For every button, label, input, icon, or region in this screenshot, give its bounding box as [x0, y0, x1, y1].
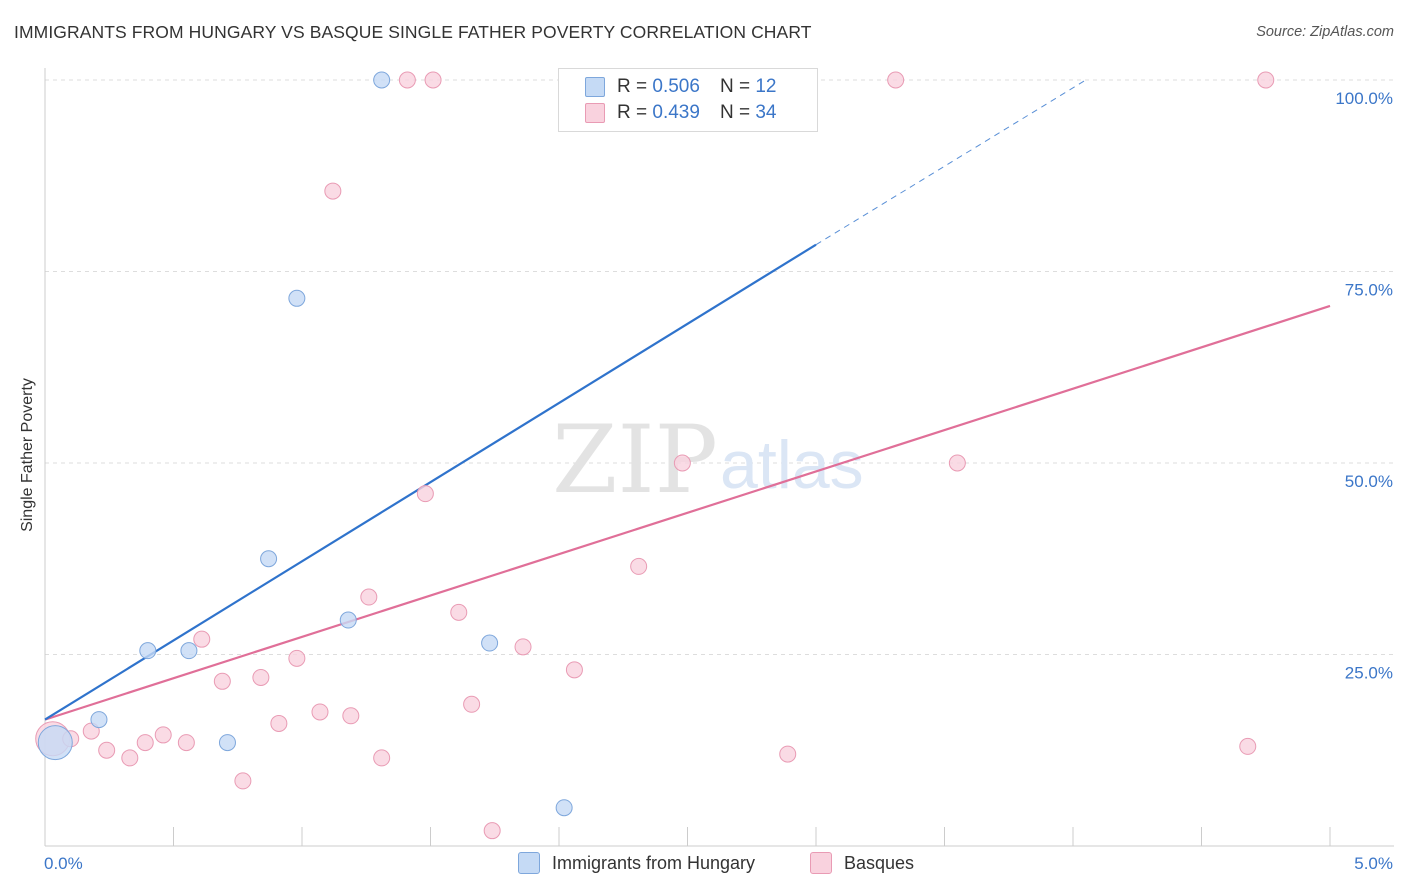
- trend-line-hungary-extension: [815, 79, 1087, 246]
- legend-row-hungary: R = 0.506 N = 12: [585, 75, 776, 99]
- trend-lines: [44, 79, 1331, 721]
- chart-title: IMMIGRANTS FROM HUNGARY VS BASQUE SINGLE…: [14, 22, 812, 42]
- point-hungary: [373, 71, 391, 89]
- point-basque: [177, 734, 195, 752]
- point-hungary: [139, 642, 157, 660]
- point-hungary: [180, 642, 198, 660]
- legend-r-value-basques: 0.439: [652, 102, 700, 123]
- legend-r-label: R =: [617, 76, 648, 97]
- point-hungary: [37, 725, 73, 761]
- legend-r-label: R =: [617, 102, 648, 123]
- watermark: ZIP atlas: [552, 406, 863, 515]
- point-basque: [630, 557, 648, 575]
- point-basque: [514, 638, 532, 656]
- point-basque: [234, 772, 252, 790]
- bottom-legend-swatch-hungary: [518, 852, 540, 874]
- point-hungary: [218, 734, 236, 752]
- legend-n-label: N =: [719, 102, 751, 123]
- point-basque: [360, 588, 378, 606]
- y-tick-label: 75.0%: [1345, 281, 1393, 300]
- point-hungary: [288, 289, 306, 307]
- point-basque: [483, 822, 501, 840]
- point-hungary: [481, 634, 499, 652]
- point-basque: [565, 661, 583, 679]
- bottom-legend-basques: Basques: [810, 852, 914, 874]
- watermark-zip: ZIP: [552, 406, 718, 515]
- trend-line-basques: [44, 304, 1331, 721]
- point-basque: [213, 672, 231, 690]
- point-basque: [311, 703, 329, 721]
- tick-labels: 25.0% 50.0% 75.0% 100.0% 0.0% 5.0%: [44, 89, 1393, 873]
- point-basque: [342, 707, 360, 725]
- source-label: Source: ZipAtlas.com: [1256, 24, 1394, 40]
- bottom-legend-hungary: Immigrants from Hungary: [518, 852, 755, 874]
- point-basque: [450, 603, 468, 621]
- point-basque: [416, 485, 434, 503]
- point-basque: [193, 630, 211, 648]
- point-basque: [270, 714, 288, 732]
- point-basque: [673, 454, 691, 472]
- legend-row-basques: R = 0.439 N = 34: [585, 101, 776, 125]
- point-basque: [252, 668, 270, 686]
- y-tick-label: 100.0%: [1335, 89, 1393, 108]
- bottom-legend-swatch-basques: [810, 852, 832, 874]
- point-hungary: [90, 711, 108, 729]
- point-basque: [948, 454, 966, 472]
- point-basque: [1257, 71, 1275, 89]
- point-basque: [398, 71, 416, 89]
- bottom-legend-label-basques: Basques: [844, 852, 915, 873]
- axes: [44, 68, 1394, 847]
- point-basque: [121, 749, 139, 767]
- point-basque: [463, 695, 481, 713]
- point-basque: [779, 745, 797, 763]
- legend-n-value-basques: 34: [755, 102, 777, 123]
- x-tick-label: 0.0%: [44, 854, 83, 873]
- point-hungary: [339, 611, 357, 629]
- point-hungary: [260, 550, 278, 568]
- legend: R = 0.506 N = 12 R = 0.439 N = 34: [558, 68, 818, 132]
- point-basque: [324, 182, 342, 200]
- point-basque: [288, 649, 306, 667]
- point-basque: [1239, 737, 1257, 755]
- trend-line-hungary: [44, 243, 817, 721]
- data-points: [35, 71, 1275, 840]
- point-basque: [373, 749, 391, 767]
- point-hungary: [555, 799, 573, 817]
- legend-n-value-hungary: 12: [755, 76, 777, 97]
- bottom-legend-label-hungary: Immigrants from Hungary: [552, 852, 756, 873]
- grid: [45, 79, 1394, 655]
- legend-swatch-basques: [585, 103, 605, 123]
- y-tick-label: 50.0%: [1345, 472, 1393, 491]
- point-basque: [887, 71, 905, 89]
- legend-swatch-hungary: [585, 77, 605, 97]
- y-tick-label: 25.0%: [1345, 664, 1393, 683]
- point-basque: [98, 741, 116, 759]
- watermark-atlas: atlas: [720, 427, 864, 503]
- legend-r-value-hungary: 0.506: [652, 76, 700, 97]
- point-basque: [424, 71, 442, 89]
- x-tick-label: 5.0%: [1354, 854, 1393, 873]
- legend-n-label: N =: [719, 76, 751, 97]
- point-basque: [136, 734, 154, 752]
- point-basque: [154, 726, 172, 744]
